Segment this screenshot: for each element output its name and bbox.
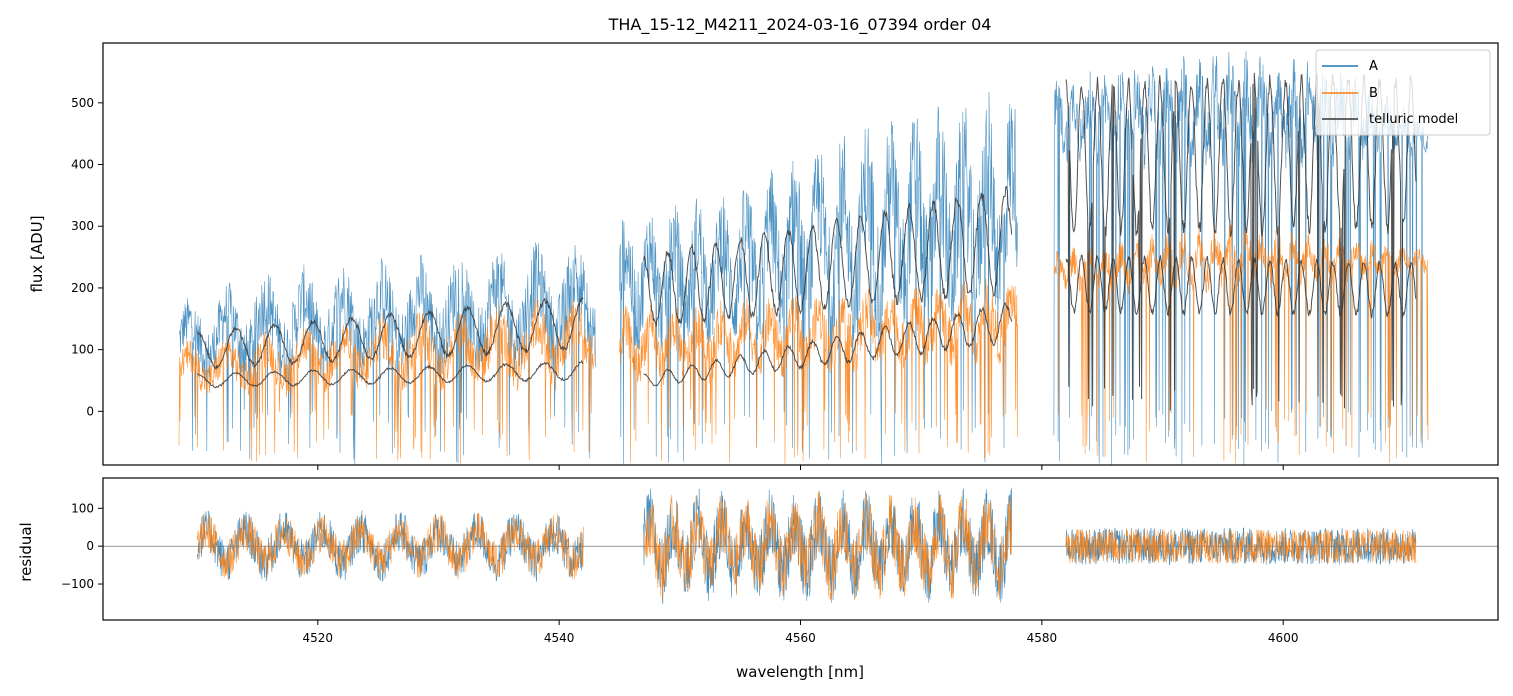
bottom-y-axis-label: residual [17,522,35,581]
x-tick-label: 4520 [303,631,334,645]
top-y-tick-label: 0 [86,404,94,418]
residual-b-segment-3 [1065,528,1417,565]
series-telluric-model-upper-2 [643,185,1013,327]
legend-label-telluric: telluric model [1369,112,1458,127]
series-telluric-model-lower-3 [1065,254,1417,319]
series-a-segment-2 [619,91,1018,465]
legend-frame [1315,49,1491,136]
x-axis-label: wavelength [nm] [736,663,864,681]
x-tick-label: 4580 [1027,631,1058,645]
bottom-y-tick-label: 100 [71,501,94,515]
bottom-y-axis: −100 0 100 [61,501,103,591]
top-y-tick-label: 300 [71,219,94,233]
top-x-ticks [317,465,1284,470]
top-y-axis: 0 100 200 300 400 500 [71,96,103,418]
residual-a-segment-3 [1065,527,1417,566]
top-y-tick-label: 500 [71,96,94,110]
x-tick-label: 4540 [544,631,575,645]
series-telluric-model-upper-1 [196,297,584,370]
residual-b-segment-1 [196,512,584,580]
top-panel: 0 100 200 300 400 500 flux [ADU] [28,42,1499,470]
series-telluric-model-lower-2 [643,301,1013,387]
top-y-axis-label: flux [ADU] [28,215,46,292]
legend: A B telluric model [1315,49,1491,136]
top-y-tick-label: 200 [71,281,94,295]
top-y-tick-label: 400 [71,158,94,172]
top-panel-data [178,51,1429,465]
series-telluric-model-upper-3 [1065,72,1417,411]
bottom-y-tick-label: −100 [61,577,94,591]
series-a-segment-1 [178,242,596,465]
series-telluric-model-lower-1 [196,360,584,389]
legend-label-b: B [1369,86,1378,101]
series-b-segment-1 [178,298,596,464]
bottom-y-tick-label: 0 [86,539,94,553]
series-b-segment-3 [1053,224,1429,464]
bottom-panel: −100 0 100 4520 4540 4560 4580 4600 residual w… [17,477,1499,681]
chart-title: THA_15-12_M4211_2024-03-16_07394 order 0… [608,15,992,35]
residual-b-segment-2 [643,492,1012,601]
residual-a-segment-1 [196,510,584,583]
legend-label-a: A [1369,59,1378,74]
series-b-segment-2 [619,278,1018,464]
bottom-x-axis: 4520 4540 4560 4580 4600 [303,620,1299,645]
bottom-panel-data [103,487,1498,605]
x-tick-label: 4600 [1268,631,1299,645]
x-tick-label: 4560 [785,631,816,645]
top-y-tick-label: 100 [71,343,94,357]
